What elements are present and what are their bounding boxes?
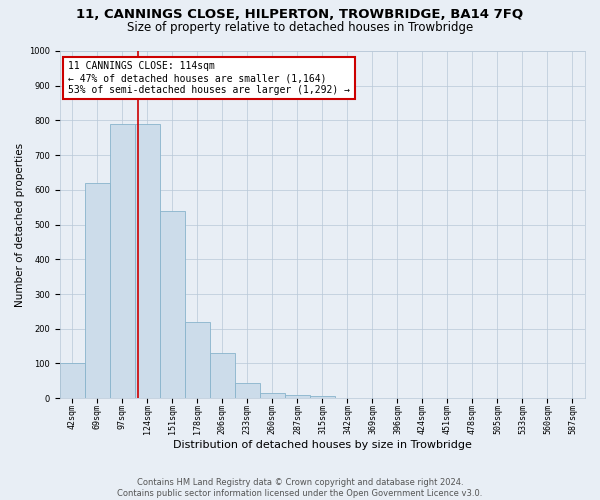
Bar [185, 322, 210, 398]
X-axis label: Distribution of detached houses by size in Trowbridge: Distribution of detached houses by size … [173, 440, 472, 450]
Text: 11 CANNINGS CLOSE: 114sqm
← 47% of detached houses are smaller (1,164)
53% of se: 11 CANNINGS CLOSE: 114sqm ← 47% of detac… [68, 62, 350, 94]
Bar [160, 210, 185, 398]
Bar [235, 382, 260, 398]
Bar [285, 394, 310, 398]
Bar [110, 124, 135, 398]
Text: Contains HM Land Registry data © Crown copyright and database right 2024.
Contai: Contains HM Land Registry data © Crown c… [118, 478, 482, 498]
Bar [60, 364, 85, 398]
Bar [310, 396, 335, 398]
Bar [210, 353, 235, 398]
Bar [85, 183, 110, 398]
Text: Size of property relative to detached houses in Trowbridge: Size of property relative to detached ho… [127, 21, 473, 34]
Bar [260, 393, 285, 398]
Text: 11, CANNINGS CLOSE, HILPERTON, TROWBRIDGE, BA14 7FQ: 11, CANNINGS CLOSE, HILPERTON, TROWBRIDG… [76, 8, 524, 20]
Y-axis label: Number of detached properties: Number of detached properties [15, 142, 25, 306]
Bar [135, 124, 160, 398]
